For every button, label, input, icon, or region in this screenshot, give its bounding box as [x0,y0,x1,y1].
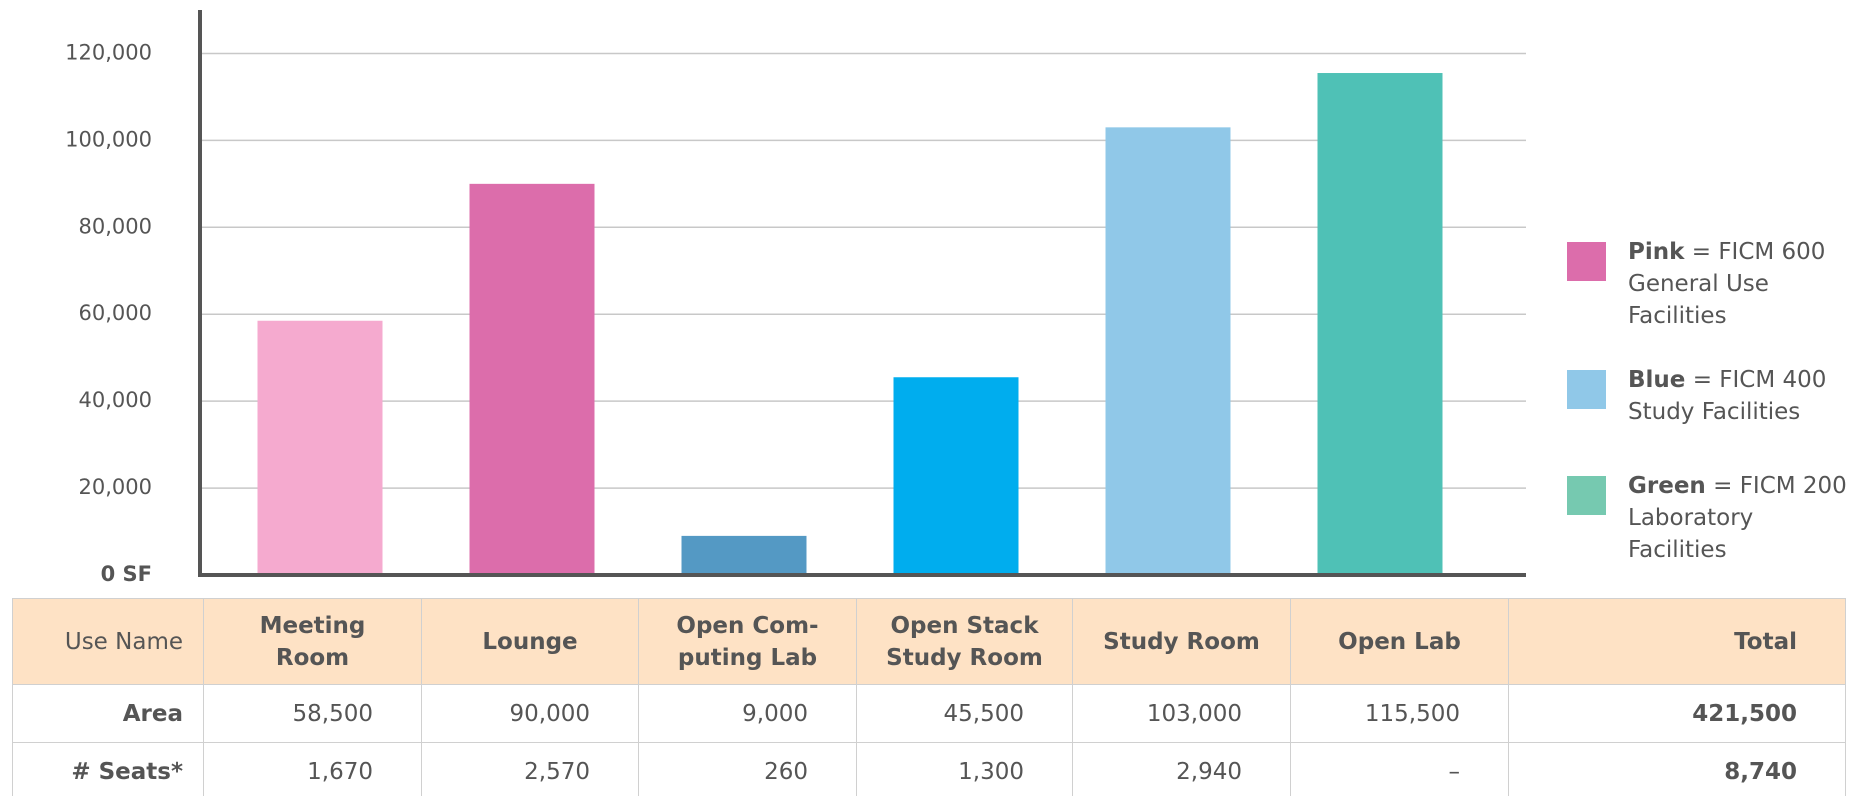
y-tick-label: 120,000 [65,40,152,64]
header-cell: Open Lab [1290,598,1509,685]
bar [469,183,595,575]
chart: 0 SF 20,000 40,000 60,000 80,000 100,000 120,0… [65,10,1526,586]
table-cell: 8,740 [1508,742,1846,796]
header-row: Use Name Meeting Room Lounge Open Com- puti… [12,598,1846,685]
y-tick-label: 100,000 [65,127,152,151]
table-row: # Seats* 1,670 2,570 260 1,300 2,940–8,740 [12,742,1846,796]
header-cell: Open Stack Study Room [856,598,1073,685]
bar [257,320,383,575]
legend-swatch [1567,242,1606,281]
table-cell: 2,570 [421,742,639,796]
table-cell: 1,300 [856,742,1073,796]
table-cell: 90,000 [421,684,639,743]
legend-description: = FICM 200 Laboratory Facilities [1628,473,1847,563]
legend-swatch [1567,370,1606,409]
legend-text: Green = FICM 200 Laboratory Facilities [1628,470,1858,566]
bar [1317,73,1443,576]
y-tick-label: 20,000 [79,475,152,499]
header-cell: Lounge [421,598,639,685]
bar [681,535,807,575]
header-cell: Meeting Room [203,598,422,685]
legend-label: Pink [1628,239,1685,265]
table-cell: 103,000 [1072,684,1291,743]
bar [1105,127,1231,575]
table-cell: 58,500 [203,684,422,743]
header-cell: Open Com- puting Lab [638,598,857,685]
table-cell: 115,500 [1290,684,1509,743]
header-cell: Use Name [12,598,204,685]
table-cell: # Seats* [12,742,204,796]
table-cell: 2,940 [1072,742,1291,796]
table-cell: 9,000 [638,684,857,743]
legend-description: = FICM 600 General Use Facilities [1628,239,1826,329]
table-row: Area 58,500 90,000 9,000 45,500 103,000 115,50… [12,684,1846,743]
legend-text: Pink = FICM 600 General Use Facilities [1628,236,1858,332]
table-cell: 260 [638,742,857,796]
header-cell: Study Room [1072,598,1291,685]
table-cell: 421,500 [1508,684,1846,743]
bar [893,377,1019,575]
table-cell: 1,670 [203,742,422,796]
y-tick-label: 0 SF [101,562,152,586]
data-table: Use Name Meeting Room Lounge Open Com- puti… [12,598,1846,796]
legend-label: Blue [1628,367,1686,393]
y-tick-label: 60,000 [79,301,152,325]
y-tick-label: 40,000 [79,388,152,412]
table-cell: 45,500 [856,684,1073,743]
y-tick-label: 80,000 [79,214,152,238]
legend-description: = FICM 400 Study Facilities [1628,367,1827,425]
table-cell: – [1290,742,1509,796]
legend-swatch [1567,476,1606,515]
table-cell: Area [12,684,204,743]
legend-label: Green [1628,473,1706,499]
legend-text: Blue = FICM 400 Study Facilities [1628,364,1858,428]
header-cell: Total [1508,598,1846,685]
